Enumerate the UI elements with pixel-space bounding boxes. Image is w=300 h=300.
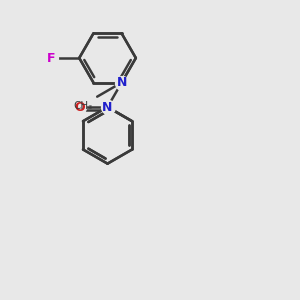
Text: N: N	[102, 100, 113, 113]
Text: O: O	[74, 100, 85, 113]
Text: F: F	[47, 52, 55, 64]
Text: N: N	[116, 76, 127, 89]
Text: CH₃: CH₃	[74, 101, 93, 111]
